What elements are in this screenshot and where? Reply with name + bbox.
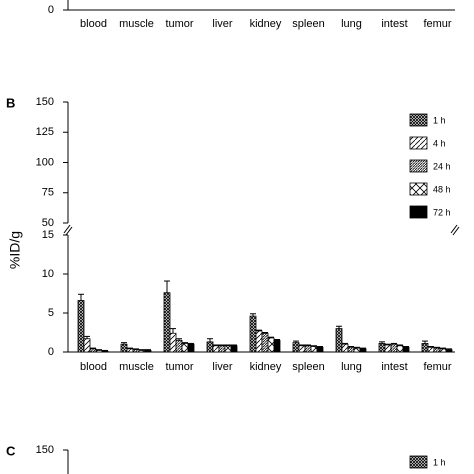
x-tick-label: lung — [341, 18, 362, 30]
bar — [169, 332, 177, 353]
y-tick-label: 15 — [42, 229, 54, 241]
legend-label: 1 h — [433, 115, 446, 125]
bar — [132, 349, 140, 353]
x-tick-label: kidney — [250, 18, 282, 30]
bar — [341, 343, 349, 353]
bar — [249, 315, 257, 353]
y-tick-label: 5 — [48, 307, 54, 319]
bar — [89, 348, 97, 353]
x-tick-label: spleen — [292, 361, 324, 373]
bar — [144, 350, 152, 353]
axis-break — [452, 226, 460, 236]
x-tick-label: femur — [423, 18, 451, 30]
axis-break — [65, 226, 73, 236]
legend-label: 24 h — [433, 161, 451, 171]
legend-swatch — [409, 113, 428, 127]
x-tick-label: blood — [80, 18, 107, 30]
bar — [439, 348, 447, 353]
bar — [175, 339, 183, 353]
legend-label: 72 h — [433, 207, 451, 217]
bar — [187, 343, 195, 353]
panel-label: C — [6, 443, 16, 458]
y-tick-label: 150 — [36, 444, 54, 456]
y-axis-label: %ID/g — [7, 231, 23, 269]
bar — [273, 339, 281, 353]
x-tick-label: intest — [381, 18, 407, 30]
legend-label: 48 h — [433, 184, 451, 194]
bar — [378, 343, 386, 353]
bar — [402, 346, 410, 353]
bar — [427, 346, 435, 353]
x-tick-label: liver — [212, 18, 233, 30]
x-tick-label: liver — [212, 361, 233, 373]
bar — [255, 330, 263, 353]
bar — [224, 345, 232, 353]
bar — [138, 350, 146, 353]
bar — [390, 343, 398, 353]
bar — [433, 347, 441, 353]
bar — [267, 337, 275, 353]
bar — [335, 328, 343, 353]
legend-label: 1 h — [433, 457, 446, 467]
x-tick-label: lung — [341, 361, 362, 373]
axis-break — [450, 224, 458, 234]
x-tick-label: femur — [423, 361, 451, 373]
x-tick-label: intest — [381, 361, 407, 373]
x-tick-label: tumor — [165, 361, 193, 373]
bar — [421, 343, 429, 353]
legend-swatch — [409, 455, 428, 469]
y-tick-label: 0 — [48, 4, 54, 16]
bar — [347, 346, 355, 353]
bar — [261, 332, 269, 353]
bar — [181, 343, 189, 353]
bar — [120, 343, 128, 353]
bar — [101, 350, 109, 353]
bar — [359, 348, 367, 353]
x-tick-label: muscle — [119, 18, 154, 30]
bar — [218, 345, 226, 353]
x-tick-label: spleen — [292, 18, 324, 30]
legend-swatch — [409, 205, 428, 219]
legend-swatch — [409, 182, 428, 196]
bar — [353, 347, 361, 353]
bar — [126, 348, 134, 353]
bar — [292, 342, 300, 353]
bar — [95, 350, 103, 353]
y-tick-label: 10 — [42, 268, 54, 280]
legend-swatch — [409, 136, 428, 150]
bar — [298, 345, 306, 353]
bar — [445, 349, 453, 353]
bar — [230, 345, 238, 353]
bar — [384, 344, 392, 353]
legend-swatch — [409, 159, 428, 173]
bar — [212, 345, 220, 353]
bar — [77, 300, 85, 353]
y-tick-label: 100 — [36, 156, 54, 168]
y-tick-label: 75 — [42, 187, 54, 199]
x-tick-label: kidney — [250, 361, 282, 373]
x-tick-label: tumor — [165, 18, 193, 30]
y-tick-label: 150 — [36, 96, 54, 108]
axis-break — [63, 224, 71, 234]
bar — [310, 346, 318, 353]
x-tick-label: muscle — [119, 361, 154, 373]
y-tick-label: 50 — [42, 217, 54, 229]
bar — [83, 338, 91, 353]
bar — [396, 345, 404, 353]
bar — [206, 341, 214, 353]
legend-label: 4 h — [433, 138, 446, 148]
y-tick-label: 125 — [36, 126, 54, 138]
bar — [163, 292, 171, 353]
x-tick-label: blood — [80, 361, 107, 373]
bar — [316, 346, 324, 353]
bar — [304, 345, 312, 353]
y-tick-label: 0 — [48, 346, 54, 358]
panel-label: B — [6, 95, 15, 110]
